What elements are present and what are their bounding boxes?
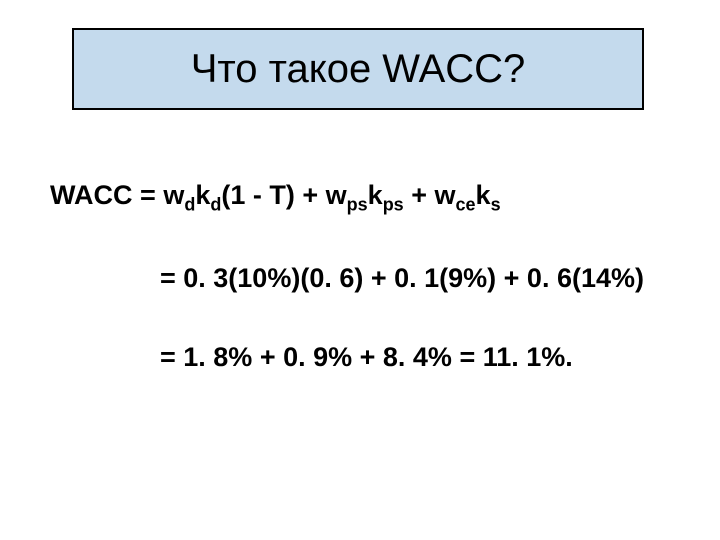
equals-sign: = — [140, 180, 156, 210]
title-text: Что такое WACC? — [191, 47, 526, 92]
term2-k: k — [368, 180, 383, 210]
term2-w-sub: ps — [347, 194, 368, 214]
term1-k-sub: d — [210, 194, 221, 214]
term1-tail: (1 - T) + — [221, 180, 325, 210]
formula-definition: WACC = wdkd(1 - T) + wpskps + wceks — [50, 180, 670, 215]
term3-k: k — [476, 180, 491, 210]
content-area: WACC = wdkd(1 - T) + wpskps + wceks = 0.… — [50, 180, 670, 421]
formula-numeric-substitution: = 0. 3(10%)(0. 6) + 0. 1(9%) + 0. 6(14%) — [50, 263, 670, 294]
term1-k: k — [195, 180, 210, 210]
term3-k-sub: s — [491, 194, 501, 214]
lhs-label: WACC — [50, 180, 133, 210]
term3-w-sub: ce — [456, 194, 476, 214]
term1-w: w — [163, 180, 184, 210]
title-box: Что такое WACC? — [72, 28, 644, 110]
term3-w: w — [434, 180, 455, 210]
term2-w: w — [326, 180, 347, 210]
plus-2: + — [404, 180, 435, 210]
formula-result: = 1. 8% + 0. 9% + 8. 4% = 11. 1%. — [50, 342, 670, 373]
term1-w-sub: d — [184, 194, 195, 214]
term2-k-sub: ps — [383, 194, 404, 214]
